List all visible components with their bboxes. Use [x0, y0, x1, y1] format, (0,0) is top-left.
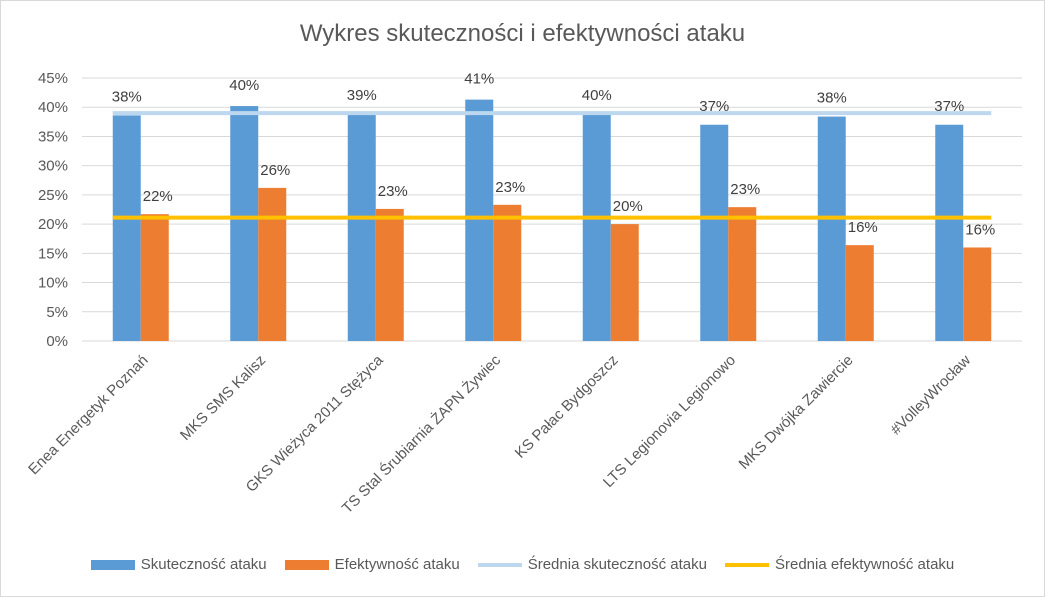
x-category-label: KS Pałac Bydgoszcz [512, 352, 622, 462]
y-tick-label: 45% [38, 70, 68, 87]
bar-skutecznosc [347, 114, 376, 341]
bar-skutecznosc [817, 116, 846, 341]
data-label: 37% [699, 98, 729, 115]
legend-swatch-efektywnosc [284, 559, 329, 570]
legend-item-srednia-efektywnosc: Średnia efektywność ataku [724, 556, 955, 573]
data-labels: 38% 40% 39% 41% 40% 37% 38% 37% 22% 26% 23% 23% 20% 2… [112, 71, 996, 239]
y-tick-label: 5% [46, 304, 68, 321]
bar-skutecznosc [700, 124, 729, 341]
y-tick-label: 40% [38, 99, 68, 116]
data-label: 23% [495, 179, 525, 196]
legend-item-srednia-skutecznosc: Średnia skuteczność ataku [477, 556, 707, 573]
legend-item-skutecznosc: Skuteczność ataku [90, 556, 267, 573]
bar-efektywnosc [610, 224, 639, 341]
data-label: 16% [965, 221, 995, 238]
bar-efektywnosc [258, 187, 287, 341]
bar-efektywnosc [728, 207, 757, 341]
y-tick-label: 10% [38, 275, 68, 292]
y-tick-label: 20% [38, 216, 68, 233]
y-tick-label: 35% [38, 128, 68, 145]
data-label: 40% [582, 87, 612, 104]
y-tick-label: 15% [38, 245, 68, 262]
data-label: 16% [848, 219, 878, 236]
x-category-label: LTS Legionovia Legionowo [600, 352, 739, 491]
bar-efektywnosc [493, 204, 522, 341]
bar-skutecznosc [465, 99, 494, 341]
data-label: 23% [378, 183, 408, 200]
bar-skutecznosc [582, 114, 611, 341]
legend-swatch-skutecznosc [90, 559, 135, 570]
legend-swatch-srednia-efektywnosc [724, 562, 769, 567]
legend-label-srednia-efektywnosc: Średnia efektywność ataku [774, 556, 955, 573]
bar-efektywnosc [845, 245, 874, 341]
legend: Skuteczność ataku Efektywność ataku Śred… [0, 556, 1045, 573]
legend-label-srednia-skutecznosc: Średnia skuteczność ataku [527, 556, 707, 573]
data-label: 37% [934, 98, 964, 115]
y-tick-label: 30% [38, 158, 68, 175]
gridlines [82, 77, 1022, 342]
chart-title: Wykres skuteczności i efektywności ataku [299, 20, 746, 47]
y-axis: 0% 5% 10% 15% 20% 25% 30% 35% 40% 45% [38, 70, 68, 350]
data-label: 38% [112, 88, 142, 105]
bar-skutecznosc [935, 124, 964, 341]
bar-skutecznosc [112, 115, 141, 341]
data-label: 38% [817, 90, 847, 107]
x-category-label: MKS SMS Kalisz [177, 352, 269, 444]
chart-plot: 0% 5% 10% 15% 20% 25% 30% 35% 40% 45% Enea Energe… [25, 70, 1022, 517]
data-label: 41% [464, 71, 494, 88]
data-label: 39% [347, 87, 377, 104]
legend-item-efektywnosc: Efektywność ataku [284, 556, 460, 573]
bar-efektywnosc [963, 247, 992, 341]
legend-swatch-srednia-skutecznosc [477, 562, 522, 567]
bar-efektywnosc [375, 208, 404, 341]
x-category-label: #VolleyWrocław [887, 352, 974, 439]
x-category-label: MKS Dwójka Zawiercie [736, 352, 857, 473]
x-category-label: Enea Energetyk Poznań [25, 352, 151, 478]
x-category-label: GKS Wieżyca 2011 Stężyca [243, 351, 387, 495]
legend-label-efektywnosc: Efektywność ataku [334, 556, 460, 573]
y-tick-label: 25% [38, 187, 68, 204]
data-label: 23% [730, 181, 760, 198]
data-label: 26% [260, 162, 290, 179]
legend-label-skutecznosc: Skuteczność ataku [140, 556, 267, 573]
bars [112, 99, 992, 341]
bar-efektywnosc [140, 214, 169, 341]
average-lines [112, 111, 992, 220]
data-label: 22% [143, 188, 173, 205]
y-tick-label: 0% [46, 333, 68, 350]
data-label: 20% [613, 198, 643, 215]
data-label: 40% [229, 77, 259, 94]
bar-skutecznosc [230, 106, 259, 341]
